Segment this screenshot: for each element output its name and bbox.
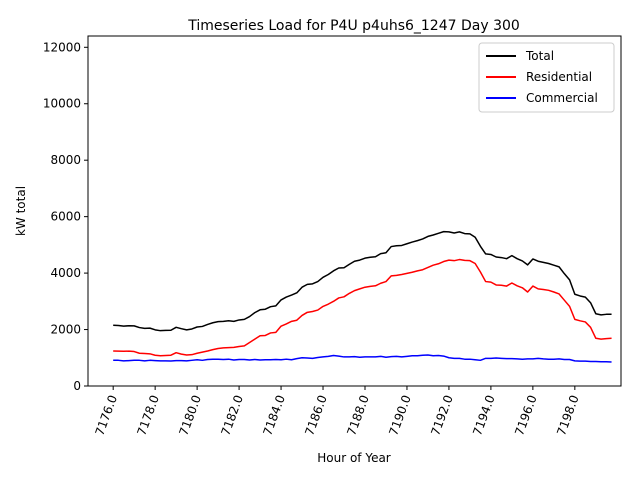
y-tick-label: 6000 (50, 210, 81, 224)
legend-label-residential: Residential (526, 70, 592, 84)
series-line-residential (113, 258, 612, 357)
plot-frame (87, 35, 622, 387)
y-tick-label: 2000 (50, 323, 81, 337)
y-tick-label: 0 (73, 379, 81, 393)
legend-label-commercial: Commercial (526, 91, 598, 105)
series-layer (113, 230, 612, 363)
x-axis-title: Hour of Year (317, 451, 391, 465)
y-tick-label: 10000 (43, 97, 81, 111)
y-tick-label: 4000 (50, 266, 81, 280)
y-axis-title: kW total (14, 186, 28, 236)
y-axis: 0 2000 4000 6000 8000 10000 12000 (43, 40, 88, 393)
legend: Total Residential Commercial (478, 42, 615, 113)
series-line-commercial (113, 354, 612, 363)
series-line-total (113, 230, 612, 332)
y-tick-label: 8000 (50, 153, 81, 167)
y-tick-label: 12000 (43, 40, 81, 54)
chart-title: Timeseries Load for P4U p4uhs6_1247 Day … (187, 18, 520, 34)
legend-box (478, 42, 615, 113)
legend-label-total: Total (525, 49, 554, 63)
